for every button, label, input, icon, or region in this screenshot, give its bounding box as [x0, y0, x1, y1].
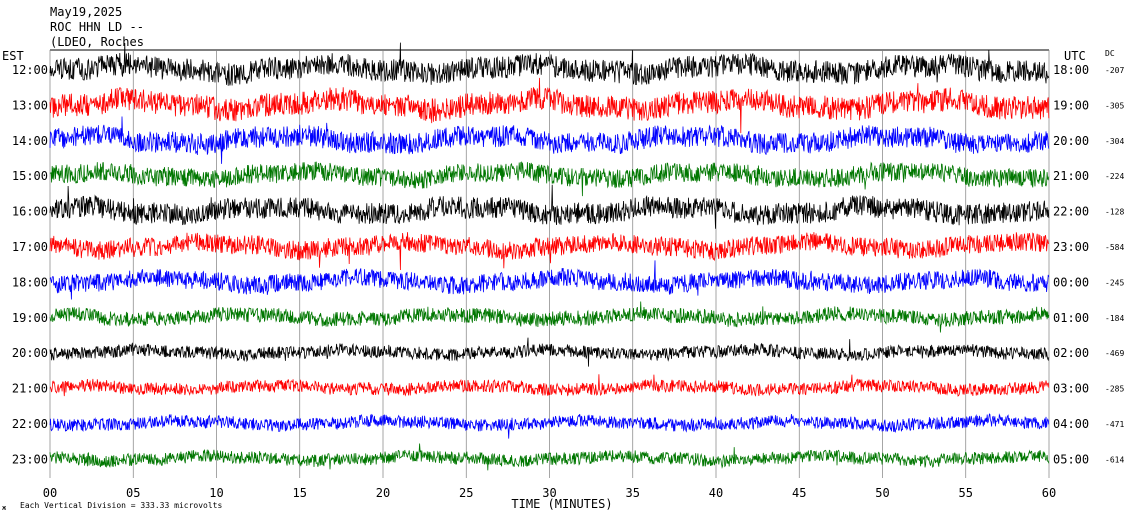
est-hour-label: 17:00: [12, 240, 48, 254]
x-tick-label: 25: [459, 486, 473, 500]
seismic-trace: [49, 42, 1050, 86]
dc-header: DC: [1105, 49, 1115, 58]
seismic-trace: [49, 413, 1050, 439]
est-hour-label: 18:00: [12, 275, 48, 289]
dc-offset-label: -128: [1105, 208, 1124, 217]
seismic-trace: [49, 443, 1050, 471]
est-hour-label: 16:00: [12, 205, 48, 219]
x-axis-label: TIME (MINUTES): [511, 497, 612, 511]
dc-offset-label: -471: [1105, 420, 1124, 429]
x-tick-label: 35: [626, 486, 640, 500]
dc-offset-label: -224: [1105, 172, 1124, 181]
dc-offset-label: -305: [1105, 101, 1124, 110]
left-zone-label: EST: [2, 49, 24, 63]
seismic-trace: [49, 184, 1050, 229]
seismic-trace: [49, 374, 1050, 397]
footer-scale: Each Vertical Division = 333.33 microvol…: [20, 501, 222, 510]
utc-hour-label: 22:00: [1053, 205, 1089, 219]
seismic-trace: [49, 232, 1050, 271]
x-tick-label: 05: [126, 486, 140, 500]
grid: [49, 49, 1050, 478]
utc-hour-label: 03:00: [1053, 382, 1089, 396]
est-hour-label: 12:00: [12, 63, 48, 77]
dc-offset-label: -285: [1105, 385, 1124, 394]
est-hour-label: 13:00: [12, 98, 48, 112]
seismic-trace: [49, 77, 1050, 134]
x-tick-label: 15: [293, 486, 307, 500]
est-hour-label: 22:00: [12, 417, 48, 431]
date-label: May19,2025: [50, 5, 122, 19]
seismic-trace: [49, 260, 1050, 300]
utc-hour-label: 18:00: [1053, 63, 1089, 77]
x-tick-label: 60: [1042, 486, 1056, 500]
traces: [49, 42, 1050, 471]
utc-hour-label: 00:00: [1053, 275, 1089, 289]
dc-offset-label: -207: [1105, 66, 1124, 75]
x-tick-label: 10: [209, 486, 223, 500]
est-hour-label: 20:00: [12, 346, 48, 360]
seismic-trace: [49, 161, 1050, 197]
network-label: (LDEO, Roches: [50, 35, 144, 49]
dc-offset-label: -184: [1105, 314, 1124, 323]
x-tick-label: 55: [959, 486, 973, 500]
utc-hour-label: 01:00: [1053, 311, 1089, 325]
dc-offset-label: -304: [1105, 137, 1124, 146]
labels: May19,2025 ROC HHN LD -- (LDEO, Roches E…: [2, 5, 1124, 512]
utc-hour-label: 05:00: [1053, 452, 1089, 466]
x-tick-label: 30: [542, 486, 556, 500]
x-tick-label: 00: [43, 486, 57, 500]
seismic-trace: [49, 116, 1050, 164]
station-label: ROC HHN LD --: [50, 20, 144, 34]
dc-offset-label: -584: [1105, 243, 1124, 252]
x-tick-label: 50: [875, 486, 889, 500]
utc-hour-label: 19:00: [1053, 98, 1089, 112]
est-hour-label: 15:00: [12, 169, 48, 183]
utc-hour-label: 21:00: [1053, 169, 1089, 183]
est-hour-label: 23:00: [12, 452, 48, 466]
est-hour-label: 14:00: [12, 134, 48, 148]
seismic-trace: [49, 337, 1050, 367]
est-hour-label: 19:00: [12, 311, 48, 325]
dc-offset-label: -245: [1105, 278, 1124, 287]
est-hour-label: 21:00: [12, 382, 48, 396]
footer-mark: ж: [2, 504, 7, 512]
dc-offset-label: -469: [1105, 349, 1124, 358]
x-tick-label: 40: [709, 486, 723, 500]
seismic-trace: [49, 301, 1050, 333]
utc-hour-label: 02:00: [1053, 346, 1089, 360]
x-tick-label: 20: [376, 486, 390, 500]
utc-hour-label: 23:00: [1053, 240, 1089, 254]
right-zone-label: UTC: [1064, 49, 1086, 63]
utc-hour-label: 04:00: [1053, 417, 1089, 431]
utc-hour-label: 20:00: [1053, 134, 1089, 148]
dc-offset-label: -614: [1105, 455, 1124, 464]
x-tick-label: 45: [792, 486, 806, 500]
